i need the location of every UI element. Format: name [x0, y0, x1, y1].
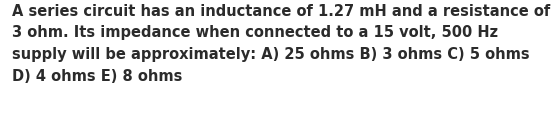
Text: A series circuit has an inductance of 1.27 mH and a resistance of
3 ohm. Its imp: A series circuit has an inductance of 1.… — [12, 4, 551, 84]
